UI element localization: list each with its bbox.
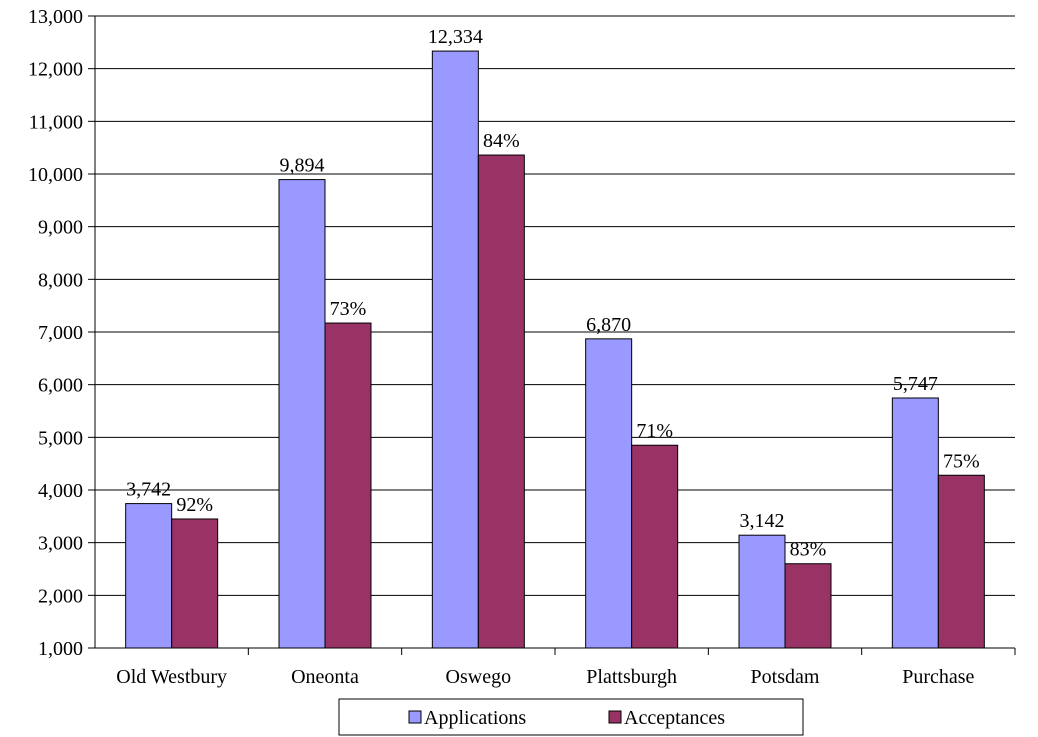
- bar-applications-oneonta: [278, 179, 326, 649]
- bar-acceptances-potsdam: [784, 563, 832, 649]
- bars: [125, 50, 985, 649]
- legend-swatch-applications: [408, 710, 422, 724]
- y-tick-label: 6,000: [38, 375, 83, 397]
- y-tick-label: 3,000: [38, 533, 83, 555]
- y-tick-label: 9,000: [38, 217, 83, 239]
- legend-label-applications: Applications: [424, 707, 526, 729]
- y-tick-label: 10,000: [28, 164, 83, 186]
- y-tick-label: 7,000: [38, 322, 83, 344]
- bar-applications-plattsburgh: [585, 338, 633, 649]
- bar-applications-purchase: [891, 397, 939, 649]
- x-tick-label: Old Westbury: [116, 666, 227, 688]
- bar-applications-old-westbury: [125, 503, 173, 649]
- data-label-applications: 6,870: [586, 314, 631, 336]
- data-label-applications: 3,742: [126, 479, 171, 501]
- y-tick-label: 1,000: [38, 638, 83, 660]
- data-label-acceptances: 71%: [636, 420, 673, 442]
- y-tick-label: 4,000: [38, 480, 83, 502]
- y-tick-label: 5,000: [38, 427, 83, 449]
- bar-acceptances-plattsburgh: [631, 444, 679, 649]
- data-label-applications: 9,894: [280, 155, 325, 177]
- bar-applications-oswego: [431, 50, 479, 649]
- y-axis-ticks: 1,000 2,000 3,000 4,000 5,000 6,000 7,000 8,000…: [28, 6, 95, 660]
- axes: [94, 16, 1016, 655]
- data-label-applications: 5,747: [893, 373, 938, 395]
- y-tick-label: 13,000: [28, 6, 83, 28]
- bar-acceptances-old-westbury: [171, 518, 219, 649]
- y-tick-label: 2,000: [38, 585, 83, 607]
- data-label-acceptances: 83%: [790, 539, 827, 561]
- bar-acceptances-purchase: [937, 474, 985, 649]
- y-tick-label: 8,000: [38, 269, 83, 291]
- x-tick-label: Purchase: [902, 666, 974, 688]
- data-label-acceptances: 84%: [483, 130, 520, 152]
- bar-acceptances-oswego: [477, 154, 525, 649]
- x-tick-label: Plattsburgh: [586, 666, 677, 688]
- y-tick-label: 11,000: [29, 111, 83, 133]
- legend-swatch-acceptances: [608, 710, 622, 724]
- data-label-acceptances: 92%: [176, 494, 213, 516]
- legend-label-acceptances: Acceptances: [624, 707, 725, 729]
- data-label-acceptances: 75%: [943, 450, 980, 472]
- x-tick-label: Oswego: [446, 666, 512, 688]
- y-tick-label: 12,000: [28, 59, 83, 81]
- data-label-applications: 12,334: [428, 26, 483, 48]
- legend: Applications Acceptances: [338, 698, 804, 736]
- data-label-acceptances: 73%: [330, 298, 367, 320]
- gridlines: [95, 15, 1015, 596]
- bar-applications-potsdam: [738, 534, 786, 649]
- x-tick-label: Potsdam: [751, 666, 820, 688]
- bar-acceptances-oneonta: [324, 322, 372, 649]
- x-axis-labels: Old Westbury Oneonta Oswego Plattsburgh Pots…: [116, 666, 974, 688]
- data-label-applications: 3,142: [740, 510, 785, 532]
- x-tick-label: Oneonta: [291, 666, 359, 688]
